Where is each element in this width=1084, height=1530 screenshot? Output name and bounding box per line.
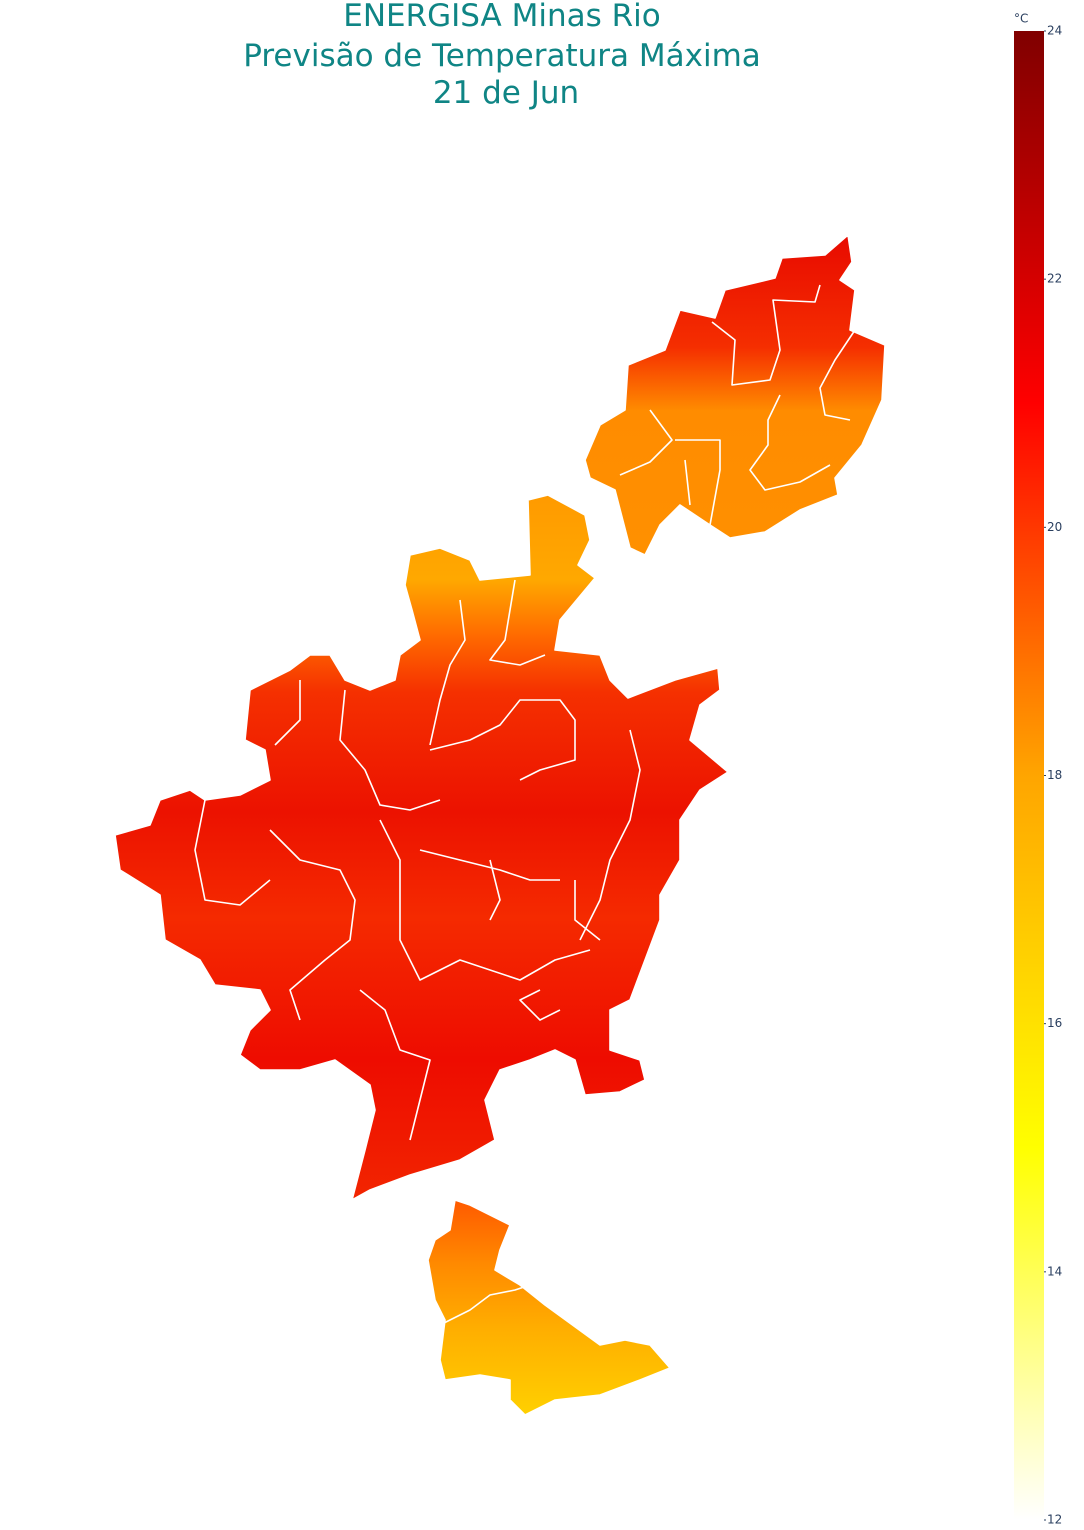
colorbar-scale [1014,31,1044,1520]
region-northeast [584,234,886,556]
colorbar-label: °C [1014,12,1028,26]
colorbar-tick-label: 16 [1047,1016,1062,1030]
title-line: ENERGISA Minas Rio [343,0,661,34]
colorbar-tick-label: 12 [1047,1513,1062,1527]
region-central [114,494,729,1201]
region-border [194,579,641,1141]
colorbar-tick-label: 18 [1047,768,1062,782]
title-line: Previsão de Temperatura Máxima [243,38,761,74]
region-border [619,284,856,526]
colorbar-tick-label: 14 [1047,1264,1062,1278]
region-border [439,1284,531,1326]
colorbar-tick-label: 22 [1047,272,1062,286]
map-regions [114,234,886,1416]
title-line: 21 de Jun [433,75,579,111]
colorbar: °C [1014,12,1044,1520]
colorbar-tick-label: 20 [1047,520,1062,534]
region-south [427,1199,671,1416]
colorbar-tick-label: 24 [1047,24,1062,38]
